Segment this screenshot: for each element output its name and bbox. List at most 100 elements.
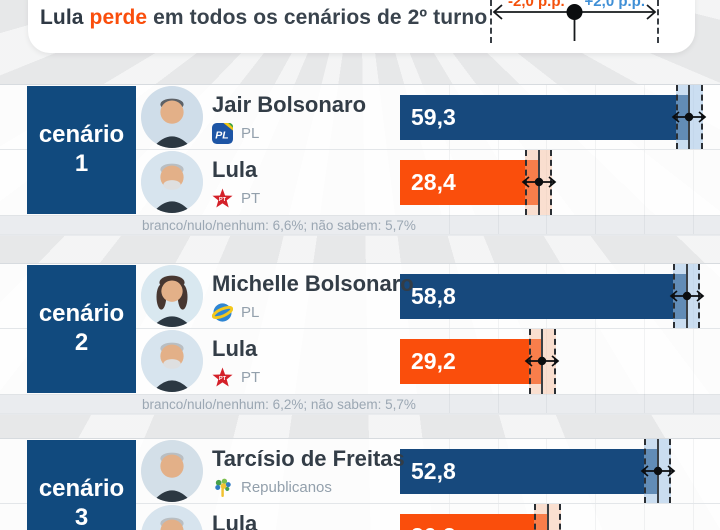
- title-verb-highlight: perde: [89, 6, 148, 29]
- candidate-party: PL PL: [212, 123, 259, 144]
- gridline: [546, 85, 547, 234]
- republicanos-tree-logo-icon: [215, 478, 231, 498]
- gridline: [498, 85, 499, 234]
- party-label: PT: [241, 190, 261, 207]
- scenario-number: 3: [74, 504, 89, 530]
- gridline: [644, 85, 645, 234]
- candidate-name: Jair Bolsonaro: [212, 92, 367, 117]
- gridline: [498, 264, 499, 413]
- gridline: [595, 85, 596, 234]
- scenario-group-2: cenário 2 Michelle Bolsonaro PL 58,8: [0, 263, 720, 415]
- svg-text:PT: PT: [219, 197, 227, 203]
- bar-value: 29,2: [411, 348, 456, 374]
- header-card: Lula perde em todos os cenários de 2º tu…: [28, 0, 695, 53]
- error-arrow-icon: [521, 176, 556, 188]
- pt-star-logo-icon: PT: [212, 188, 233, 208]
- candidate-party: PT PT: [212, 188, 260, 209]
- result-row: Lula PT PT 28,4: [0, 150, 720, 215]
- bar-area: 28,4: [400, 150, 720, 215]
- candidate-photo: [141, 265, 203, 327]
- error-band: [669, 264, 705, 328]
- gridline: [595, 264, 596, 413]
- result-row: Jair Bolsonaro PL PL 59,3: [0, 85, 720, 150]
- scenario-group-1: cenário 1 Jair Bolsonaro PL PL 59,3: [0, 84, 720, 236]
- gridline: [449, 85, 450, 234]
- page-title: Lula perde em todos os cenários de 2º tu…: [40, 6, 487, 30]
- error-band: [640, 439, 675, 503]
- error-interval-arrow-icon: [492, 4, 657, 41]
- gridline: [546, 264, 547, 413]
- scenario-label-1: cenário 1: [27, 86, 136, 214]
- candidate-party: Republicanos: [212, 477, 332, 498]
- bar-area: 52,8: [400, 439, 720, 503]
- candidate-photo: [141, 330, 203, 392]
- candidate-name: Michelle Bolsonaro: [212, 271, 414, 296]
- bar-area: 58,8: [400, 264, 720, 328]
- title-rest: em todos os cenários de 2º turno: [153, 6, 488, 29]
- party-label: PL: [241, 125, 260, 142]
- candidate-party: PT PT: [212, 367, 260, 388]
- result-bar: 30,3: [400, 514, 548, 530]
- candidate-name: Lula: [212, 157, 258, 182]
- scenario-footnote: branco/nulo/nenhum: 6,6%; não sabem: 5,7…: [0, 215, 720, 236]
- result-bar: 29,2: [400, 339, 543, 384]
- candidate-photo: [141, 440, 203, 502]
- candidate-party: PL: [212, 302, 259, 323]
- bar-area: 30,3: [400, 504, 720, 530]
- scenario-word: cenário: [38, 300, 125, 328]
- error-arrow-icon: [640, 465, 675, 477]
- result-bar: 59,3: [400, 95, 690, 140]
- legend-left-dashed-line: [490, 0, 492, 43]
- candidate-photo: [141, 151, 203, 213]
- gridline: [693, 85, 694, 234]
- candidate-name: Tarcísio de Freitas: [212, 446, 405, 471]
- party-label: PL: [241, 304, 260, 321]
- bar-value: 28,4: [411, 169, 456, 195]
- result-bar: 58,8: [400, 274, 687, 319]
- scenario-word: cenário: [38, 475, 125, 503]
- svg-text:PL: PL: [215, 129, 228, 141]
- error-band: [534, 504, 562, 530]
- pl-globe-logo-icon: [212, 303, 233, 322]
- error-band: [521, 150, 556, 215]
- result-row: Michelle Bolsonaro PL 58,8: [0, 264, 720, 329]
- legend-minus-label: -2,0 p.p.: [508, 0, 565, 10]
- error-arrow-icon: [525, 355, 560, 367]
- margin-of-error-legend: -2,0 p.p. +2,0 p.p.: [490, 0, 659, 45]
- gridline: [693, 264, 694, 413]
- bar-value: 58,8: [411, 283, 456, 309]
- scenario-number: 1: [74, 150, 89, 177]
- result-bar: 28,4: [400, 160, 539, 205]
- result-row: Lula PT PT 29,2: [0, 329, 720, 394]
- candidate-photo: [141, 86, 203, 148]
- legend-plus-label: +2,0 p.p.: [584, 0, 645, 10]
- error-arrow-icon: [672, 111, 707, 123]
- scenario-footnote: branco/nulo/nenhum: 6,2%; não sabem: 5,7…: [0, 394, 720, 415]
- party-label: PT: [241, 369, 261, 386]
- legend-right-dashed-line: [657, 0, 659, 43]
- gridline: [644, 264, 645, 413]
- result-row: Lula 30,3: [0, 504, 720, 530]
- error-band: [672, 85, 707, 149]
- bar-value: 30,3: [411, 523, 456, 530]
- result-bar: 52,8: [400, 449, 658, 494]
- error-band: [525, 329, 560, 394]
- bar-value: 59,3: [411, 104, 456, 130]
- scenario-number: 2: [74, 329, 89, 356]
- candidate-photo: [141, 505, 203, 530]
- bar-area: 29,2: [400, 329, 720, 394]
- pl-square-logo-icon: PL: [212, 123, 233, 144]
- svg-text:PT: PT: [219, 376, 227, 382]
- party-label: Republicanos: [241, 479, 332, 496]
- gridline: [449, 264, 450, 413]
- bar-value: 52,8: [411, 458, 456, 484]
- result-row: Tarcísio de Freitas Republicanos 52,8: [0, 439, 720, 504]
- candidate-name: Lula: [212, 336, 258, 361]
- candidate-name: Lula: [212, 511, 258, 530]
- pt-star-logo-icon: PT: [212, 367, 233, 387]
- title-subject: Lula: [40, 6, 84, 29]
- scenario-word: cenário: [38, 121, 125, 149]
- bar-area: 59,3: [400, 85, 720, 149]
- scenario-label-2: cenário 2: [27, 265, 136, 393]
